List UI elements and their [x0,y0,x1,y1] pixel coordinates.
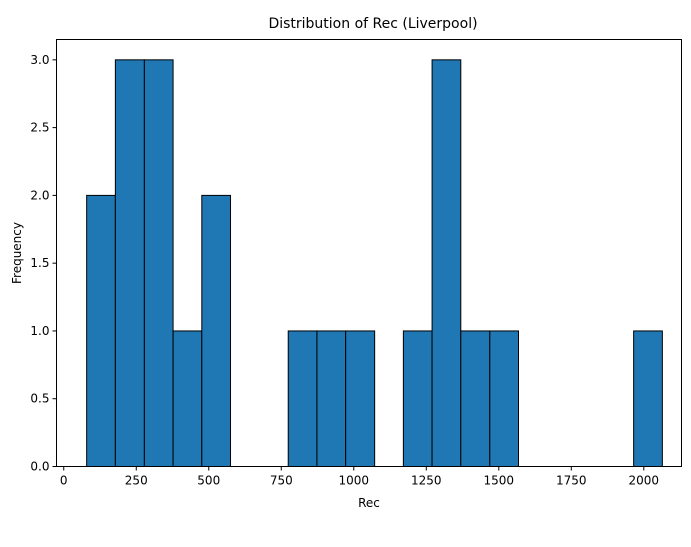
histogram-bar [287,330,318,468]
x-tick-label: 2000 [629,474,660,488]
x-tick-label: 1000 [339,474,370,488]
histogram-bar [345,330,376,468]
y-tick-label: 3.0 [30,53,49,67]
x-tick-label: 0 [60,474,68,488]
histogram-bar [489,330,520,468]
y-axis-label: Frequency [10,222,24,284]
chart-title: Distribution of Rec (Liverpool) [268,16,477,32]
plot-frame [56,39,682,467]
bars-group [86,59,663,468]
histogram-bar [460,330,491,468]
histogram-bar [431,59,462,467]
histogram-bar [316,330,347,468]
y-tick-label: 0.0 [30,460,49,474]
x-axis-label: Rec [358,496,380,510]
histogram-bar [172,330,203,468]
histogram-bar [402,330,433,468]
y-tick-label: 1.0 [30,324,49,338]
x-tick-label: 1250 [411,474,442,488]
x-axis-ticks: 0 250 500 750 1000 1250 1500 1750 2000 [60,466,660,488]
histogram-bar [143,59,174,467]
histogram-bar [201,194,232,467]
x-tick-label: 1750 [556,474,587,488]
y-tick-label: 2.5 [30,121,49,135]
y-tick-label: 1.5 [30,256,49,270]
x-tick-label: 250 [125,474,148,488]
histogram-bar [86,194,116,467]
y-tick-label: 0.5 [30,392,49,406]
histogram-bar [114,59,145,467]
x-tick-label: 1500 [484,474,515,488]
x-tick-label: 750 [270,474,293,488]
x-tick-label: 500 [197,474,220,488]
y-tick-label: 2.0 [30,188,49,202]
y-axis-ticks: 0.0 0.5 1.0 1.5 2.0 2.5 3.0 [30,53,57,474]
histogram-bar [633,330,663,468]
